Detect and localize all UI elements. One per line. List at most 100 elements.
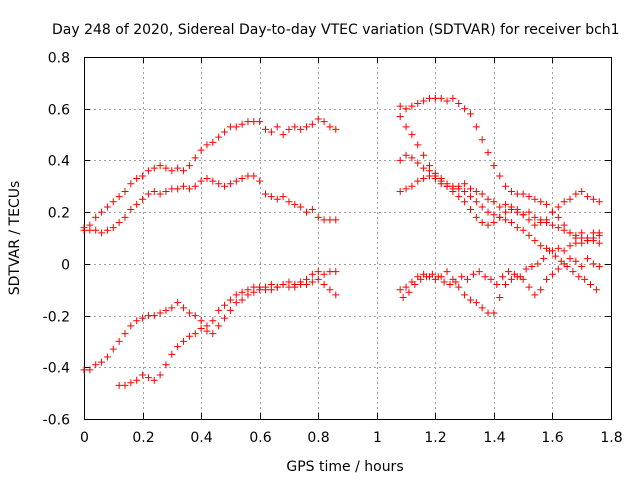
data-point-plus xyxy=(437,94,445,102)
x-tick-label: 0.4 xyxy=(190,430,212,446)
data-point-plus xyxy=(103,353,111,361)
data-point-plus xyxy=(466,296,474,304)
data-point-plus xyxy=(595,262,603,270)
data-point-plus xyxy=(420,151,428,159)
data-point-plus xyxy=(221,314,229,322)
data-point-plus xyxy=(303,208,311,216)
data-point-plus xyxy=(308,206,316,214)
x-tick-labels: 0 0.2 0.4 0.6 0.8 1 1.2 1.4 1.6 1.8 xyxy=(80,430,623,446)
data-point-plus xyxy=(308,120,316,128)
data-point-plus xyxy=(162,187,170,195)
data-point-plus xyxy=(548,221,556,229)
data-point-plus xyxy=(326,216,334,224)
x-tick-label: 1 xyxy=(373,430,382,446)
data-point-plus xyxy=(215,322,223,330)
data-point-plus xyxy=(174,343,182,351)
data-point-plus xyxy=(121,187,129,195)
data-point-plus xyxy=(185,185,193,193)
data-point-plus xyxy=(417,275,425,283)
data-point-plus xyxy=(566,229,574,237)
data-point-plus xyxy=(92,361,100,369)
data-point-plus xyxy=(540,255,548,263)
data-point-plus xyxy=(566,255,574,263)
data-point-plus xyxy=(525,283,533,291)
data-point-plus xyxy=(543,275,551,283)
data-point-plus xyxy=(250,288,258,296)
data-point-plus xyxy=(554,244,562,252)
data-point-plus xyxy=(423,273,431,281)
data-point-plus xyxy=(484,309,492,317)
data-point-plus xyxy=(566,195,574,203)
data-point-plus xyxy=(303,275,311,283)
data-point-plus xyxy=(250,118,258,126)
data-point-plus xyxy=(139,172,147,180)
data-point-plus xyxy=(499,273,507,281)
data-point-plus xyxy=(326,286,334,294)
data-point-plus xyxy=(326,268,334,276)
data-point-plus xyxy=(546,247,554,255)
data-point-plus xyxy=(578,229,586,237)
y-axis-label: SDTVAR / TECUs xyxy=(7,181,23,296)
data-point-plus xyxy=(109,345,117,353)
data-point-plus xyxy=(174,164,182,172)
data-point-plus xyxy=(443,268,451,276)
data-point-plus xyxy=(543,200,551,208)
data-point-plus xyxy=(466,206,474,214)
x-tick-label: 1.2 xyxy=(424,430,446,446)
data-point-plus xyxy=(332,125,340,133)
data-point-plus xyxy=(285,198,293,206)
data-point-plus xyxy=(420,164,428,172)
data-point-plus xyxy=(303,123,311,131)
data-point-plus xyxy=(168,304,176,312)
data-point-plus xyxy=(478,203,486,211)
data-point-plus xyxy=(144,190,152,198)
data-point-plus xyxy=(291,283,299,291)
data-point-plus xyxy=(139,195,147,203)
data-point-plus xyxy=(578,187,586,195)
data-point-plus xyxy=(516,273,524,281)
data-point-plus xyxy=(215,306,223,314)
data-point-plus xyxy=(209,330,217,338)
data-point-plus xyxy=(575,273,583,281)
data-point-plus xyxy=(396,156,404,164)
data-point-plus xyxy=(472,187,480,195)
data-point-plus xyxy=(115,218,123,226)
data-point-plus xyxy=(537,242,545,250)
data-point-plus xyxy=(92,213,100,221)
data-point-plus xyxy=(191,182,199,190)
data-point-plus xyxy=(168,167,176,175)
y-tick-label: 0.6 xyxy=(48,103,70,119)
data-point-plus xyxy=(399,293,407,301)
data-point-plus xyxy=(507,275,515,283)
data-point-plus xyxy=(543,216,551,224)
data-point-plus xyxy=(285,125,293,133)
data-point-plus xyxy=(537,218,545,226)
chart-title: Day 248 of 2020, Sidereal Day-to-day VTE… xyxy=(52,22,620,38)
data-point-plus xyxy=(279,131,287,139)
data-point-plus xyxy=(507,218,515,226)
data-point-plus xyxy=(197,177,205,185)
data-point-plus xyxy=(496,172,504,180)
data-point-plus xyxy=(461,198,469,206)
data-point-plus xyxy=(232,123,240,131)
data-point-plus xyxy=(320,118,328,126)
data-point-plus xyxy=(469,270,477,278)
data-point-plus xyxy=(103,226,111,234)
data-point-plus xyxy=(332,216,340,224)
data-point-plus xyxy=(262,190,270,198)
data-point-plus xyxy=(396,187,404,195)
y-tick-label: -0.4 xyxy=(43,361,70,377)
data-point-plus xyxy=(589,237,597,245)
data-point-plus xyxy=(572,190,580,198)
data-point-plus xyxy=(534,260,542,268)
data-point-plus xyxy=(133,175,141,183)
data-point-plus xyxy=(308,278,316,286)
data-point-plus xyxy=(531,237,539,245)
data-point-plus xyxy=(502,281,510,289)
data-point-plus xyxy=(402,123,410,131)
data-point-plus xyxy=(127,322,135,330)
data-point-plus xyxy=(408,102,416,110)
data-point-plus xyxy=(256,177,264,185)
data-point-plus xyxy=(563,262,571,270)
